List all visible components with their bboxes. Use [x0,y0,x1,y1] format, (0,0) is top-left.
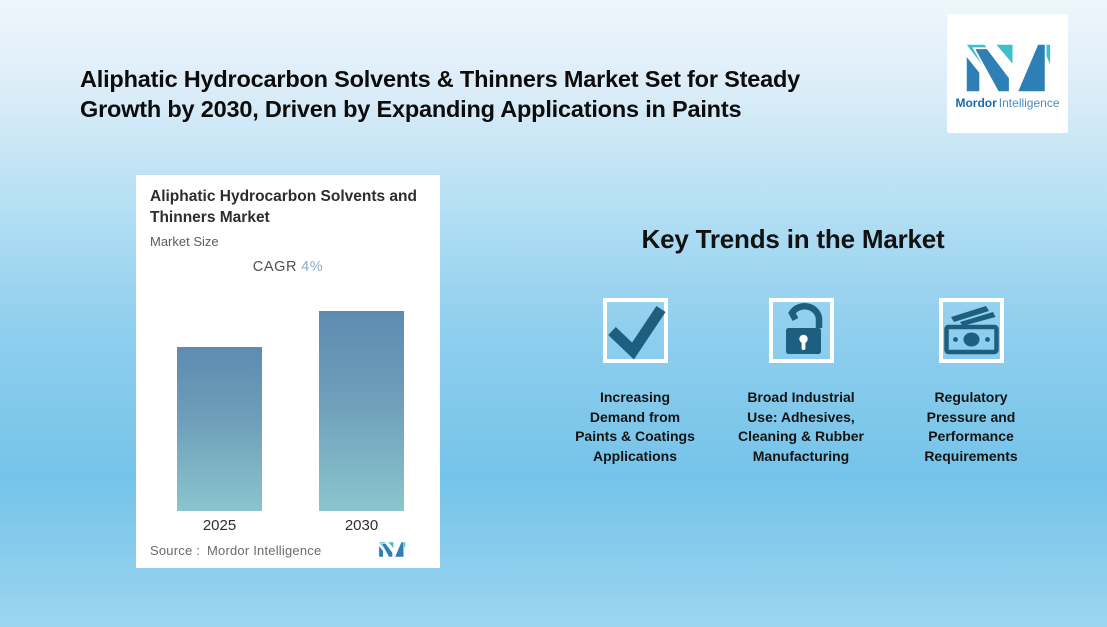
brand-name: Mordor Intelligence [955,96,1059,110]
chart-source: Source : Mordor Intelligence [150,543,321,558]
trend-caption-line: Performance [928,428,1014,444]
brand-logo-card: Mordor Intelligence [947,14,1068,133]
page-title: Aliphatic Hydrocarbon Solvents & Thinner… [80,64,900,124]
brand-name-bold: Mordor [955,95,997,110]
trend-caption-line: Requirements [924,447,1018,464]
trend-caption-line: Manufacturing [752,447,850,464]
cagr-value: 4% [301,258,324,275]
trend-caption-line: Regulatory [934,389,1008,405]
chart-title: Aliphatic Hydrocarbon Solvents and Thinn… [150,188,417,227]
trend-item-industrial-use: Broad Industrial Use: Adhesives, Cleanin… [706,298,896,466]
trend-item-regulatory: Regulatory Pressure and Performance Requ… [876,298,1066,466]
key-trends-heading: Key Trends in the Market [641,224,945,254]
trend-caption-line: Broad Industrial [747,389,855,405]
x-axis-label-2030: 2030 [344,517,379,534]
x-axis-label-2025: 2025 [202,517,237,534]
page-title-line2: Growth by 2030, Driven by Expanding Appl… [80,96,742,122]
cagr-row: CAGR 4% [136,259,440,275]
market-size-chart-card: Aliphatic Hydrocarbon Solvents and Thinn… [136,175,440,568]
trend-caption-regulatory: Regulatory Pressure and Performance Requ… [876,388,1066,466]
trend-caption-line: Increasing [599,389,671,405]
mordor-intelligence-mini-logo-icon [377,541,406,558]
trend-caption-line: Demand from [589,408,681,425]
page-title-line1: Aliphatic Hydrocarbon Solvents & Thinner… [80,66,800,92]
open-padlock-icon [785,303,822,354]
mordor-intelligence-logo-icon [962,42,1052,93]
checkmark-icon-frame [602,298,668,363]
bar-2030 [319,311,404,511]
trend-caption-line: Cleaning & Rubber [737,428,864,444]
checkmark-icon [607,305,666,360]
bar-2025 [177,347,262,511]
chart-source-logo [377,541,406,558]
trend-caption-line: Use: Adhesives, [747,408,855,425]
cagr-label: CAGR [252,258,298,275]
brand-name-regular: Intelligence [998,95,1060,110]
trend-caption-industrial-use: Broad Industrial Use: Adhesives, Cleanin… [706,388,896,466]
trend-item-demand: Increasing Demand from Paints & Coatings… [540,298,730,466]
source-prefix: Source : [150,543,201,558]
open-padlock-icon-frame [768,298,834,363]
banknotes-icon-frame [938,298,1004,363]
trend-caption-demand: Increasing Demand from Paints & Coatings… [540,388,730,466]
chart-subtitle: Market Size [150,233,219,249]
banknotes-icon [943,306,999,355]
trend-caption-line: Applications [592,447,677,464]
source-name: Mordor Intelligence [207,543,322,558]
trend-caption-line: Pressure and [926,408,1016,425]
trend-caption-line: Paints & Coatings [575,428,695,444]
